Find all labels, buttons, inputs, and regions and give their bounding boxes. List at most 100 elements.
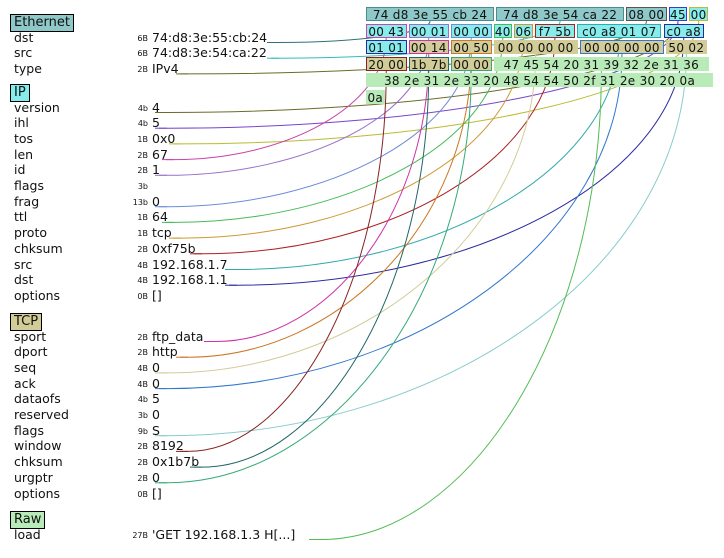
link-curve (194, 70, 430, 468)
hex-bytes: 0a (366, 89, 385, 105)
field-value: 4 (152, 99, 160, 115)
field-value: 8192 (152, 438, 184, 454)
hex-bytes: 01 01 (366, 40, 407, 55)
field-value: 192.168.1.7 (152, 256, 228, 272)
field-name: chksum (14, 454, 63, 470)
hex-bytes: 50 02 (666, 40, 707, 55)
field-value: 0x1b7b (152, 454, 200, 470)
field-name: dataofs (14, 391, 61, 407)
field-name: id (14, 162, 26, 178)
section-tcp: TCP (10, 313, 43, 331)
hex-bytes: 74 d8 3e 54 ca 22 (496, 7, 625, 22)
field-value: ftp_data (152, 328, 204, 344)
link-curve (313, 70, 602, 540)
hex-bytes: 40 (493, 23, 513, 39)
field-name: frag (14, 193, 40, 209)
field-name: options (14, 287, 61, 303)
hex-bytes: 00 00 00 00 (579, 40, 665, 55)
hex-bytes: 00 43 (366, 23, 407, 39)
field-byte-links (155, 20, 700, 540)
field-name: src (14, 256, 33, 272)
field-value: 74:d8:3e:54:ca:22 (152, 45, 267, 61)
field-size: 4b (137, 395, 148, 405)
field-value: 0 (152, 469, 160, 485)
hex-bytes: 00 01 (408, 23, 449, 39)
field-value: IPv4 (152, 60, 179, 76)
link-curve (159, 53, 687, 437)
field-size: 4B (137, 276, 148, 286)
field-size: 2B (137, 166, 148, 176)
field-size: 2B (137, 348, 148, 358)
field-value: 0 (152, 193, 160, 209)
field-size: 3b (137, 411, 148, 420)
link-curve (208, 53, 430, 342)
field-name: seq (14, 359, 37, 375)
field-name: window (14, 438, 62, 454)
field-name: len (14, 146, 34, 162)
hex-bytes: c0 a8 01 07 (577, 23, 662, 39)
field-value: 0 (152, 407, 160, 422)
field-size: 6B (137, 33, 148, 43)
field-name: version (14, 99, 60, 115)
field-size: 2B (137, 458, 148, 468)
field-name: dport (14, 344, 48, 360)
field-value: 0xf75b (152, 240, 196, 256)
field-value: 0 (152, 375, 160, 391)
link-curve (180, 70, 387, 452)
field-size: 6B (137, 49, 148, 59)
link-curve (180, 53, 472, 358)
field-name: tos (14, 130, 34, 146)
field-value: 0x0 (152, 130, 176, 146)
field-value: 67 (152, 146, 168, 162)
hex-bytes: 00 50 (451, 40, 492, 55)
hex-bytes: 00 14 (408, 40, 449, 55)
hex-bytes: f7 5b (534, 23, 576, 39)
field-name: ttl (14, 209, 28, 225)
field-size: 2B (137, 244, 148, 254)
hex-bytes: c0 a8 (663, 23, 704, 39)
field-size: 4b (137, 119, 148, 129)
field-value: 1 (152, 162, 160, 178)
field-size: 2B (137, 473, 148, 483)
field-value: 74:d8:3e:55:cb:24 (152, 29, 268, 45)
section-ethernet: Ethernet (10, 14, 74, 32)
field-name: load (14, 526, 41, 542)
hex-bytes: 00 (689, 7, 708, 22)
field-name: urgptr (14, 469, 53, 485)
field-size: 4B (137, 363, 148, 373)
field-size: 0B (137, 291, 148, 301)
field-name: proto (14, 225, 47, 241)
field-size: 4B (137, 379, 148, 389)
field-name: type (14, 60, 42, 76)
field-name: flags (14, 178, 44, 193)
field-name: chksum (14, 240, 63, 256)
field-size: 1B (137, 134, 148, 144)
hex-bytes: 06 (514, 23, 533, 39)
hex-bytes: 38 2e 31 2e 33 20 48 54 54 50 2f 31 2e 3… (366, 73, 714, 88)
field-size: 1B (137, 229, 148, 239)
link-curve (159, 70, 472, 484)
field-name: dst (14, 272, 34, 288)
field-value: [] (152, 485, 162, 501)
field-name: src (14, 45, 33, 61)
hex-bytes: 00 00 00 00 (493, 40, 578, 55)
link-curve (159, 53, 623, 390)
field-size: 27B (132, 530, 148, 540)
field-size: 3b (137, 182, 148, 191)
hex-bytes: 20 00 (366, 56, 407, 72)
field-size: 1B (137, 213, 148, 223)
hex-bytes: 45 (668, 7, 688, 22)
field-size: 2B (137, 332, 148, 342)
link-curve (159, 53, 537, 374)
field-size: 9b (137, 426, 148, 436)
field-value: tcp (152, 225, 172, 241)
field-value: 5 (152, 391, 160, 407)
field-value: http (152, 344, 178, 360)
field-name: ack (14, 375, 36, 391)
field-name: ihl (14, 115, 29, 131)
field-size: 2B (137, 442, 148, 452)
section-ip: IP (10, 84, 30, 102)
hex-bytes: 74 d8 3e 55 cb 24 (366, 7, 495, 22)
field-name: options (14, 485, 61, 501)
